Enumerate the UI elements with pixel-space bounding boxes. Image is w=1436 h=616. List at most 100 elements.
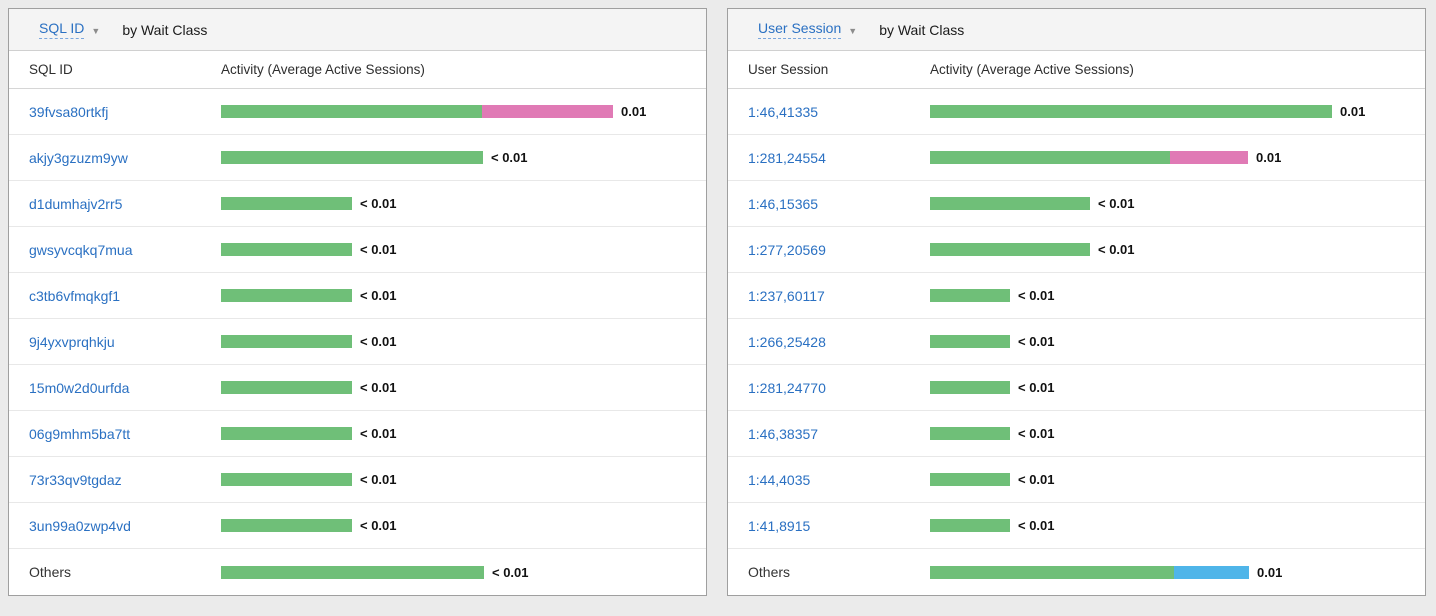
activity-bar-cell: < 0.01 <box>930 288 1055 303</box>
table-header: SQL ID Activity (Average Active Sessions… <box>9 51 706 89</box>
column-header-activity: Activity (Average Active Sessions) <box>221 62 425 77</box>
table-body: 39fvsa80rtkfj 0.01 akjy3gzuzm9yw < 0.01 d1du… <box>9 89 706 595</box>
user-session-selector-label[interactable]: User Session <box>758 20 842 39</box>
row-id-link[interactable]: akjy3gzuzm9yw <box>29 149 128 166</box>
table-row: Others 0.01 <box>728 549 1425 595</box>
row-id-link[interactable]: 3un99a0zwp4vd <box>29 517 131 534</box>
activity-value-label: 0.01 <box>1256 150 1282 165</box>
pink-wait-class-bar-segment <box>482 105 613 118</box>
table-row: 1:237,60117 < 0.01 <box>728 273 1425 319</box>
table-row: 1:266,25428 < 0.01 <box>728 319 1425 365</box>
sql-id-dimension-selector[interactable]: SQL ID ▼ <box>39 20 100 39</box>
row-id-link[interactable]: c3tb6vfmqkgf1 <box>29 287 121 304</box>
activity-stacked-bar <box>930 289 1010 302</box>
row-id-link[interactable]: 1:277,20569 <box>748 241 826 258</box>
table-row: 15m0w2d0urfda < 0.01 <box>9 365 706 411</box>
table-body: 1:46,41335 0.01 1:281,24554 0.01 1:46,15365 <… <box>728 89 1425 595</box>
activity-bar-cell: < 0.01 <box>221 426 397 441</box>
activity-stacked-bar <box>930 473 1010 486</box>
sql-id-selector-label[interactable]: SQL ID <box>39 20 85 39</box>
green-wait-class-bar-segment <box>930 289 1010 302</box>
activity-value-label: 0.01 <box>621 104 647 119</box>
row-id-link[interactable]: 1:281,24770 <box>748 379 826 396</box>
activity-value-label: < 0.01 <box>491 150 528 165</box>
green-wait-class-bar-segment <box>221 519 352 532</box>
chevron-down-icon: ▼ <box>91 25 101 36</box>
panel-title-suffix: by Wait Class <box>122 21 208 38</box>
activity-bar-cell: < 0.01 <box>221 150 528 165</box>
activity-stacked-bar <box>930 105 1332 118</box>
row-id-link[interactable]: 15m0w2d0urfda <box>29 379 130 396</box>
activity-value-label: < 0.01 <box>1018 288 1055 303</box>
column-header-activity: Activity (Average Active Sessions) <box>930 62 1134 77</box>
activity-bar-cell: < 0.01 <box>221 334 397 349</box>
activity-value-label: < 0.01 <box>360 242 397 257</box>
table-row: gwsyvcqkq7mua < 0.01 <box>9 227 706 273</box>
row-id-link[interactable]: 9j4yxvprqhkju <box>29 333 115 350</box>
activity-value-label: < 0.01 <box>1098 242 1135 257</box>
activity-stacked-bar <box>221 151 483 164</box>
activity-bar-cell: < 0.01 <box>930 472 1055 487</box>
table-row: Others < 0.01 <box>9 549 706 595</box>
activity-stacked-bar <box>930 243 1090 256</box>
row-id-link[interactable]: d1dumhajv2rr5 <box>29 195 123 212</box>
row-id-link[interactable]: 1:46,15365 <box>748 195 819 212</box>
activity-value-label: < 0.01 <box>1098 196 1135 211</box>
table-row: 1:44,4035 < 0.01 <box>728 457 1425 503</box>
row-id-link[interactable]: 39fvsa80rtkfj <box>29 103 109 120</box>
green-wait-class-bar-segment <box>930 105 1332 118</box>
table-row: 73r33qv9tgdaz < 0.01 <box>9 457 706 503</box>
green-wait-class-bar-segment <box>930 381 1010 394</box>
green-wait-class-bar-segment <box>221 381 352 394</box>
table-row: c3tb6vfmqkgf1 < 0.01 <box>9 273 706 319</box>
table-header: User Session Activity (Average Active Se… <box>728 51 1425 89</box>
activity-stacked-bar <box>221 473 352 486</box>
activity-stacked-bar <box>221 335 352 348</box>
activity-value-label: < 0.01 <box>360 334 397 349</box>
activity-value-label: 0.01 <box>1340 104 1366 119</box>
table-row: 06g9mhm5ba7tt < 0.01 <box>9 411 706 457</box>
activity-stacked-bar <box>221 427 352 440</box>
row-id-link[interactable]: 1:41,8915 <box>748 517 811 534</box>
row-id-link[interactable]: 1:46,41335 <box>748 103 819 120</box>
row-label-others: Others <box>748 564 791 580</box>
column-header-user-session: User Session <box>748 62 829 77</box>
table-row: 3un99a0zwp4vd < 0.01 <box>9 503 706 549</box>
activity-bar-cell: < 0.01 <box>930 518 1055 533</box>
activity-stacked-bar <box>930 565 1249 579</box>
green-wait-class-bar-segment <box>221 335 352 348</box>
activity-stacked-bar <box>221 381 352 394</box>
row-id-link[interactable]: 1:237,60117 <box>748 287 825 304</box>
row-id-link[interactable]: gwsyvcqkq7mua <box>29 241 133 258</box>
panel-header: SQL ID ▼ by Wait Class <box>9 9 706 51</box>
activity-stacked-bar <box>221 243 352 256</box>
activity-stacked-bar <box>930 335 1010 348</box>
row-id-link[interactable]: 1:46,38357 <box>748 425 819 442</box>
row-id-link[interactable]: 1:281,24554 <box>748 149 826 166</box>
activity-value-label: < 0.01 <box>360 196 397 211</box>
green-wait-class-bar-segment <box>221 197 352 210</box>
activity-value-label: < 0.01 <box>360 518 397 533</box>
panel-user-session-by-wait-class: User Session ▼ by Wait Class User Sessio… <box>727 8 1426 596</box>
user-session-dimension-selector[interactable]: User Session ▼ <box>758 20 857 39</box>
activity-bar-cell: < 0.01 <box>221 565 529 580</box>
activity-value-label: < 0.01 <box>492 564 529 580</box>
green-wait-class-bar-segment <box>221 427 352 440</box>
green-wait-class-bar-segment <box>930 427 1010 440</box>
green-wait-class-bar-segment <box>930 473 1010 486</box>
row-id-link[interactable]: 1:266,25428 <box>748 333 826 350</box>
activity-bar-cell: < 0.01 <box>221 518 397 533</box>
row-id-link[interactable]: 1:44,4035 <box>748 471 811 488</box>
green-wait-class-bar-segment <box>930 565 1174 579</box>
green-wait-class-bar-segment <box>930 197 1090 210</box>
activity-bar-cell: < 0.01 <box>221 288 397 303</box>
table-row: 1:46,15365 < 0.01 <box>728 181 1425 227</box>
activity-stacked-bar <box>221 565 484 579</box>
panel-header: User Session ▼ by Wait Class <box>728 9 1425 51</box>
activity-bar-cell: < 0.01 <box>221 196 397 211</box>
row-id-link[interactable]: 73r33qv9tgdaz <box>29 471 122 488</box>
activity-stacked-bar <box>930 197 1090 210</box>
table-row: 1:277,20569 < 0.01 <box>728 227 1425 273</box>
row-id-link[interactable]: 06g9mhm5ba7tt <box>29 425 131 442</box>
green-wait-class-bar-segment <box>930 151 1170 164</box>
